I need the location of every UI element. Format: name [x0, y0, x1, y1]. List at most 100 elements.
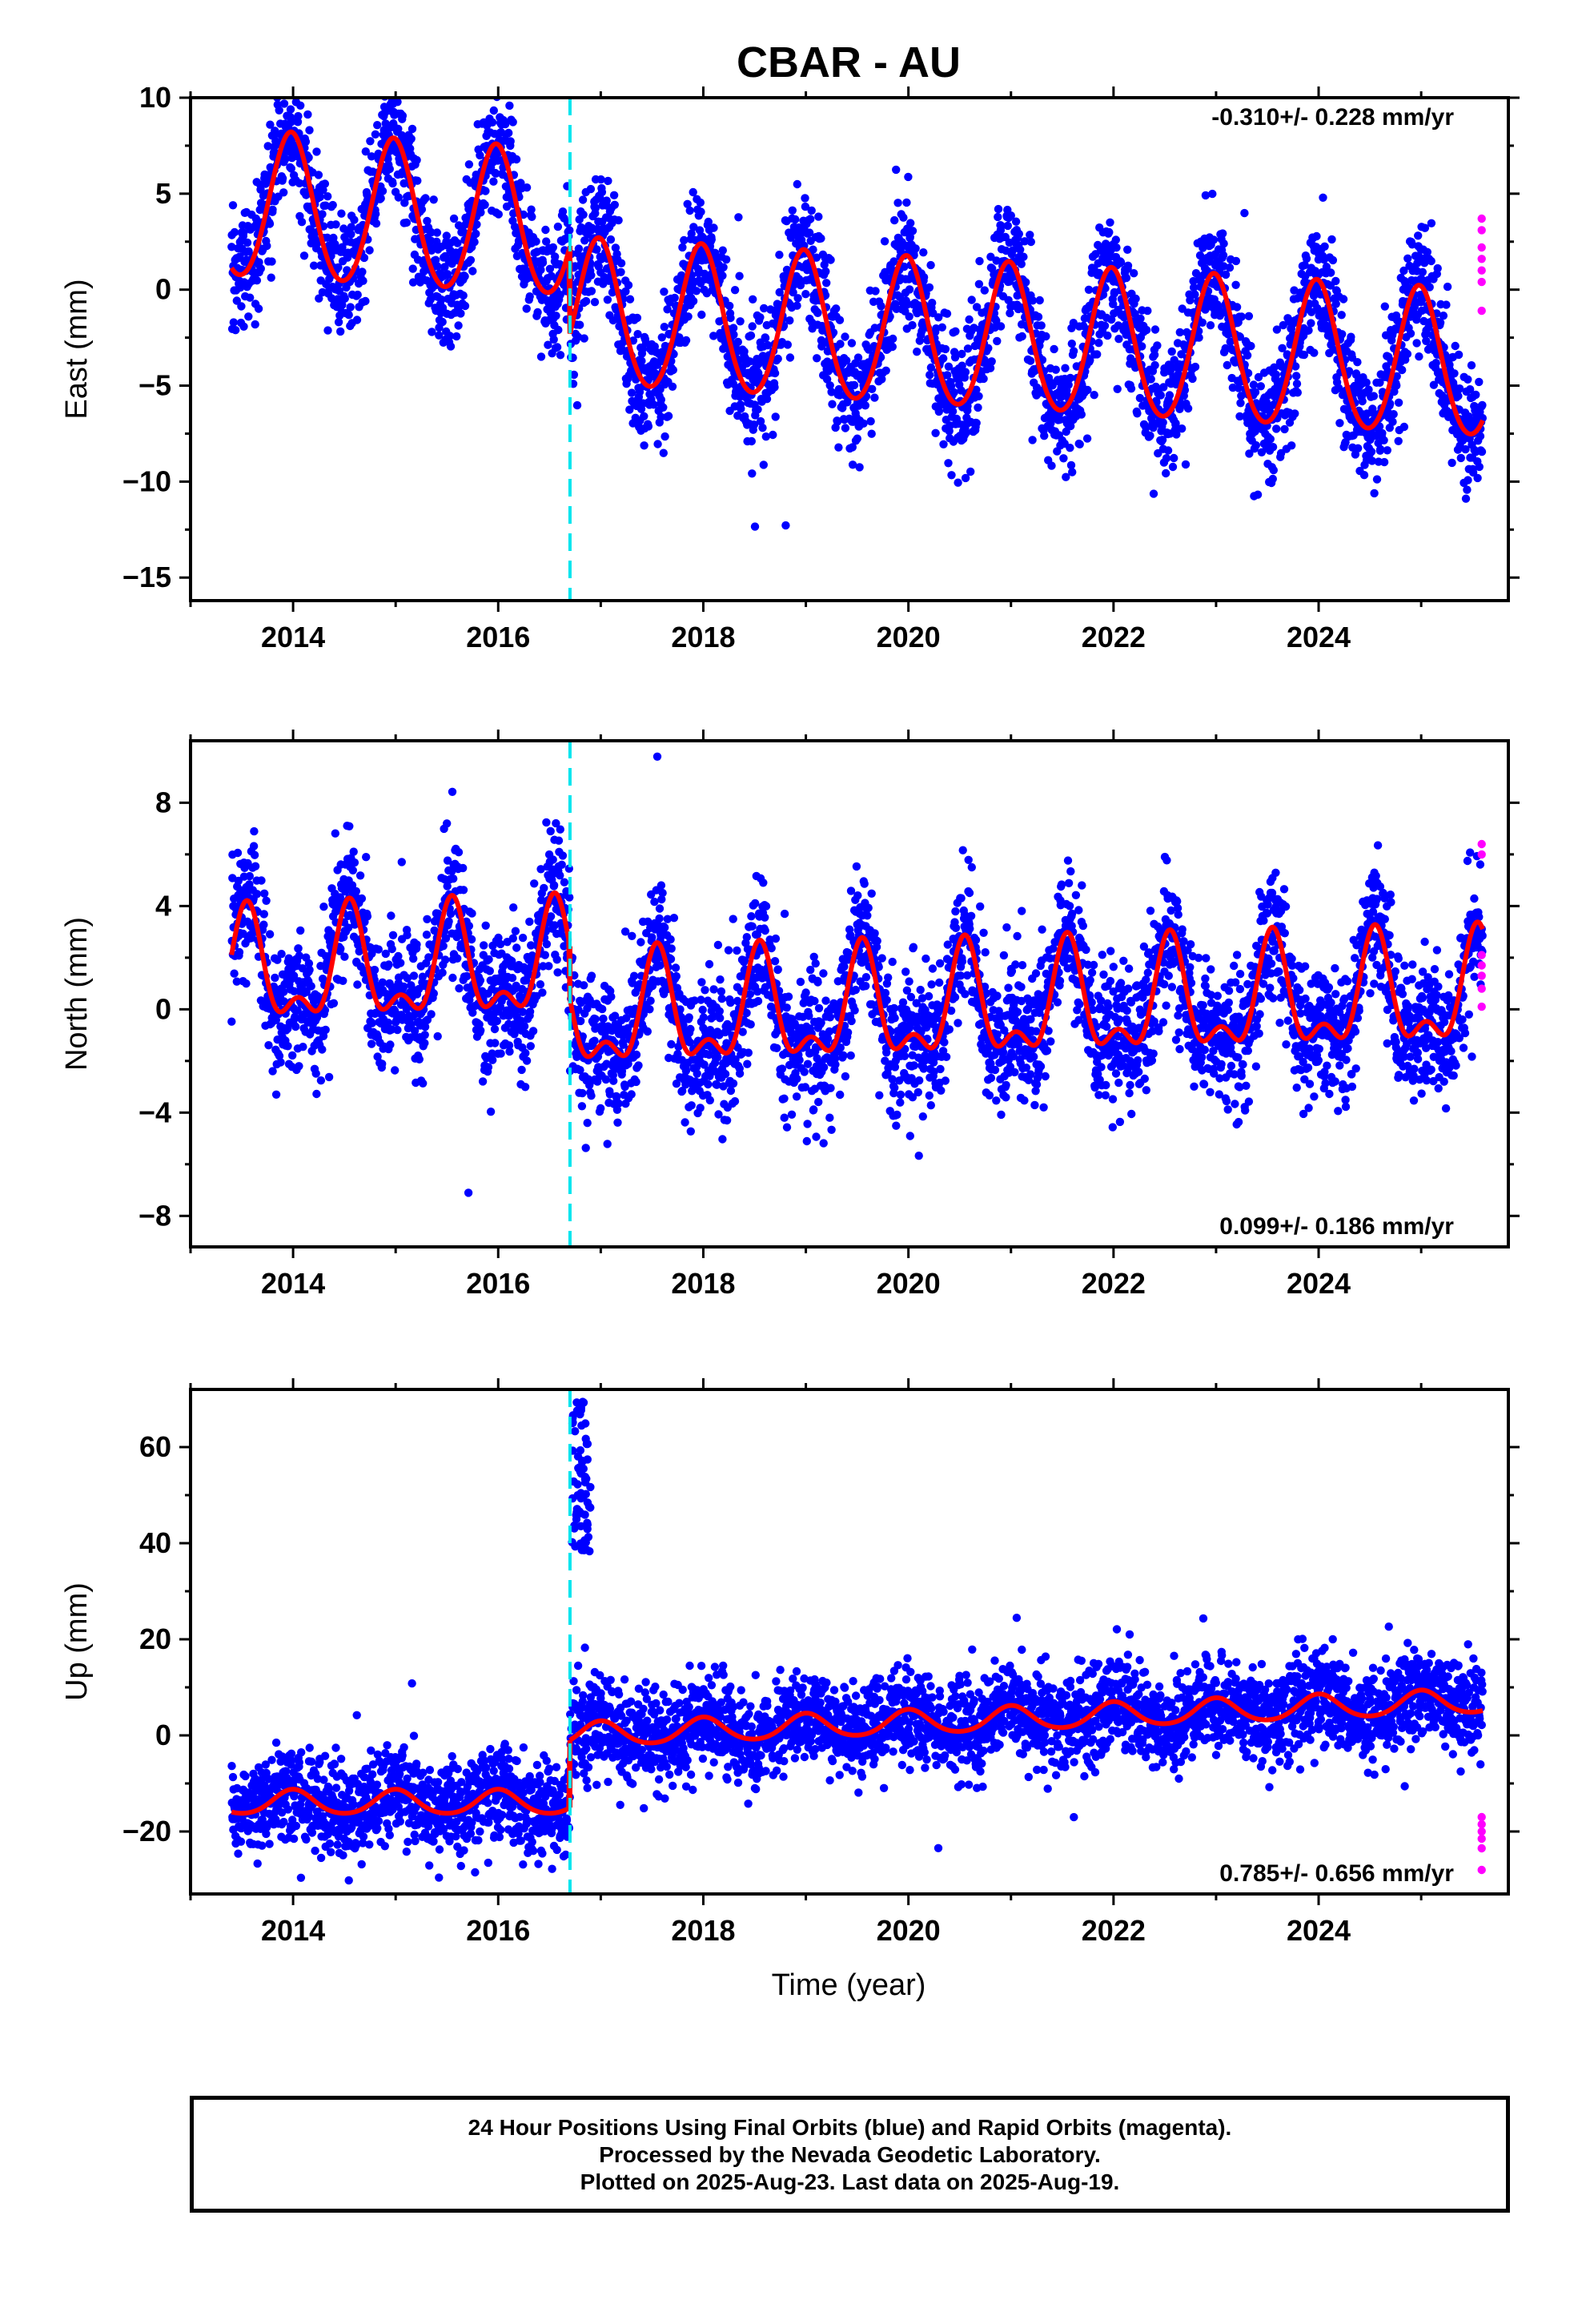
data-point: [409, 971, 419, 980]
data-point: [522, 304, 531, 313]
data-point: [339, 976, 347, 986]
data-point: [492, 1016, 501, 1026]
data-point: [961, 368, 970, 376]
data-point: [371, 219, 381, 228]
data-point: [1456, 453, 1466, 463]
plot-area: [227, 752, 1487, 1197]
rapid-point: [1477, 277, 1486, 287]
data-point: [227, 243, 236, 251]
data-point: [735, 271, 744, 280]
data-point: [481, 187, 490, 195]
data-point: [761, 333, 770, 343]
data-point: [1394, 398, 1403, 407]
data-point: [793, 294, 802, 303]
data-point: [668, 382, 677, 391]
data-point: [609, 191, 619, 199]
data-point: [1077, 410, 1086, 419]
data-point: [428, 328, 436, 336]
data-point: [677, 271, 686, 280]
data-point: [596, 255, 606, 263]
data-point: [366, 137, 375, 146]
data-point: [1178, 424, 1186, 433]
data-point: [233, 848, 243, 858]
data-point: [255, 258, 263, 267]
data-point: [951, 327, 960, 336]
data-point: [1040, 432, 1049, 440]
data-point: [435, 331, 444, 340]
data-point: [805, 228, 814, 237]
data-point: [249, 842, 259, 850]
data-point: [1425, 283, 1434, 292]
data-point: [1243, 368, 1253, 378]
data-point: [476, 151, 484, 160]
data-point: [1251, 440, 1261, 450]
data-point: [492, 169, 500, 178]
data-point: [926, 371, 934, 380]
data-point: [961, 473, 970, 483]
data-point: [400, 179, 408, 188]
data-point: [420, 1031, 429, 1039]
data-point: [1415, 352, 1423, 361]
data-point: [542, 818, 551, 827]
data-point: [1018, 332, 1026, 341]
data-point: [291, 1022, 300, 1031]
data-point: [697, 207, 705, 216]
data-point: [278, 174, 287, 183]
data-point: [1008, 246, 1018, 255]
data-point: [1475, 377, 1484, 387]
data-point: [624, 280, 633, 290]
data-point: [587, 271, 596, 279]
data-point: [554, 325, 563, 335]
data-point: [832, 304, 841, 313]
data-point: [979, 374, 988, 384]
data-point: [632, 313, 642, 323]
data-point: [355, 947, 363, 956]
rate-annotation: -0.310+/- 0.228 mm/yr: [1211, 104, 1454, 131]
data-point: [305, 126, 314, 135]
data-point: [1359, 471, 1369, 480]
data-point: [771, 412, 780, 421]
data-point: [367, 152, 376, 161]
data-point: [1278, 344, 1287, 352]
data-point: [1158, 418, 1167, 427]
data-point: [835, 316, 845, 324]
data-point: [296, 926, 305, 935]
data-point: [456, 309, 465, 318]
data-point: [1381, 331, 1391, 340]
data-point: [1304, 326, 1313, 335]
data-point: [464, 160, 474, 169]
data-point: [1017, 259, 1026, 268]
data-point: [1050, 344, 1058, 354]
data-point: [569, 370, 579, 380]
data-point: [1280, 424, 1289, 434]
data-point: [511, 927, 520, 935]
data-point: [736, 317, 745, 326]
data-point: [1062, 427, 1070, 436]
data-point: [1302, 254, 1311, 263]
data-point: [974, 279, 984, 288]
data-point: [1451, 341, 1460, 351]
data-point: [232, 977, 241, 986]
data-point: [260, 889, 269, 899]
data-point: [1014, 229, 1024, 239]
data-point: [621, 287, 630, 296]
data-point: [476, 1026, 485, 1035]
data-point: [1011, 217, 1021, 226]
data-point: [644, 422, 653, 431]
data-point: [813, 354, 821, 363]
data-point: [525, 917, 534, 927]
data-point: [1100, 321, 1110, 330]
data-point: [551, 252, 560, 261]
data-point: [877, 375, 886, 384]
data-point: [301, 137, 311, 147]
data-point: [974, 403, 982, 412]
data-point: [432, 228, 442, 237]
data-point: [235, 252, 244, 261]
data-point: [1136, 314, 1145, 323]
data-point: [1016, 245, 1025, 254]
data-point: [334, 263, 343, 272]
data-point: [1379, 436, 1388, 444]
data-point: [250, 826, 259, 836]
rapid-point: [1477, 243, 1486, 252]
